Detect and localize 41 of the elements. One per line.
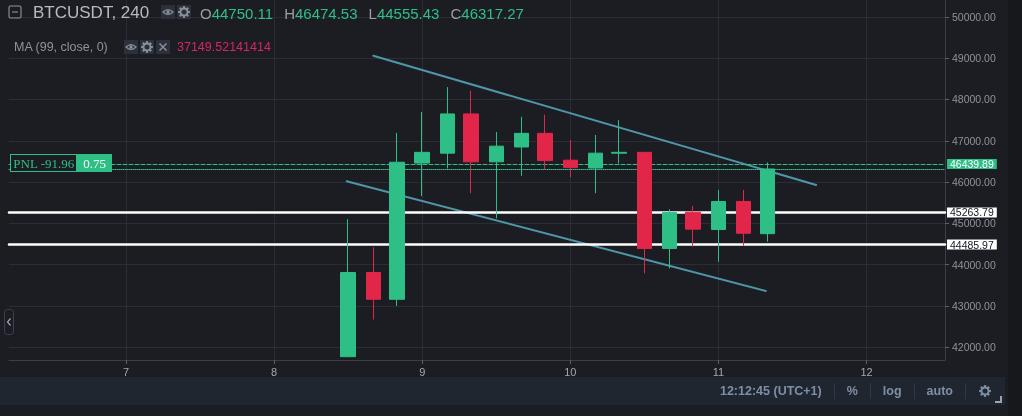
y-tick-label: 43000.00 — [952, 299, 996, 312]
ref-line-label: 46439.89 — [950, 157, 994, 170]
ref-line-label: 44485.97 — [950, 238, 994, 251]
text: % — [846, 384, 858, 398]
x-tick-label: 7 — [122, 365, 130, 378]
y-tick-label: 50000.00 — [952, 10, 996, 23]
annotation: C46317.27 — [450, 5, 524, 22]
text: 12:12:45 (UTC+1) — [719, 384, 822, 398]
candlestick — [637, 151, 652, 274]
text: log — [882, 384, 902, 398]
annotation: L44555.43 — [368, 5, 440, 22]
x-tick-label: 11 — [712, 365, 725, 378]
y-tick-label: 44000.00 — [952, 258, 996, 271]
candlestick — [685, 205, 701, 248]
annotation: H46474.53 — [284, 5, 358, 22]
chart-title: BTCUSDT, 240 — [33, 2, 150, 24]
candlestick — [366, 246, 381, 321]
candlestick — [463, 90, 479, 194]
annotation: 0.75 — [83, 155, 106, 171]
x-tick-label: 12 — [860, 365, 873, 378]
candlestick — [340, 218, 356, 358]
annotation: O44750.11 — [200, 5, 274, 22]
annotation: MA (99, close, 0) — [14, 39, 108, 55]
y-tick-label: 47000.00 — [952, 134, 996, 147]
y-tick-label: 49000.00 — [952, 52, 996, 65]
y-tick-label: 46000.00 — [952, 176, 996, 189]
ref-line-label: 45263.79 — [950, 206, 994, 219]
y-tick-label: 45000.00 — [952, 217, 996, 230]
y-tick-label: 42000.00 — [952, 341, 996, 354]
annotation: PNL -91.96 — [13, 155, 75, 171]
candlestick — [711, 189, 726, 263]
candlestick — [736, 189, 751, 247]
x-tick-label: 9 — [419, 365, 426, 378]
annotation: 37149.52141414 — [177, 39, 271, 55]
candlestick — [563, 139, 578, 178]
text: auto — [926, 384, 953, 398]
x-tick-label: 10 — [564, 365, 577, 378]
candlestick — [662, 208, 677, 269]
y-tick-label: 48000.00 — [952, 93, 996, 106]
x-tick-label: 8 — [271, 365, 278, 378]
candlestick — [537, 114, 553, 170]
